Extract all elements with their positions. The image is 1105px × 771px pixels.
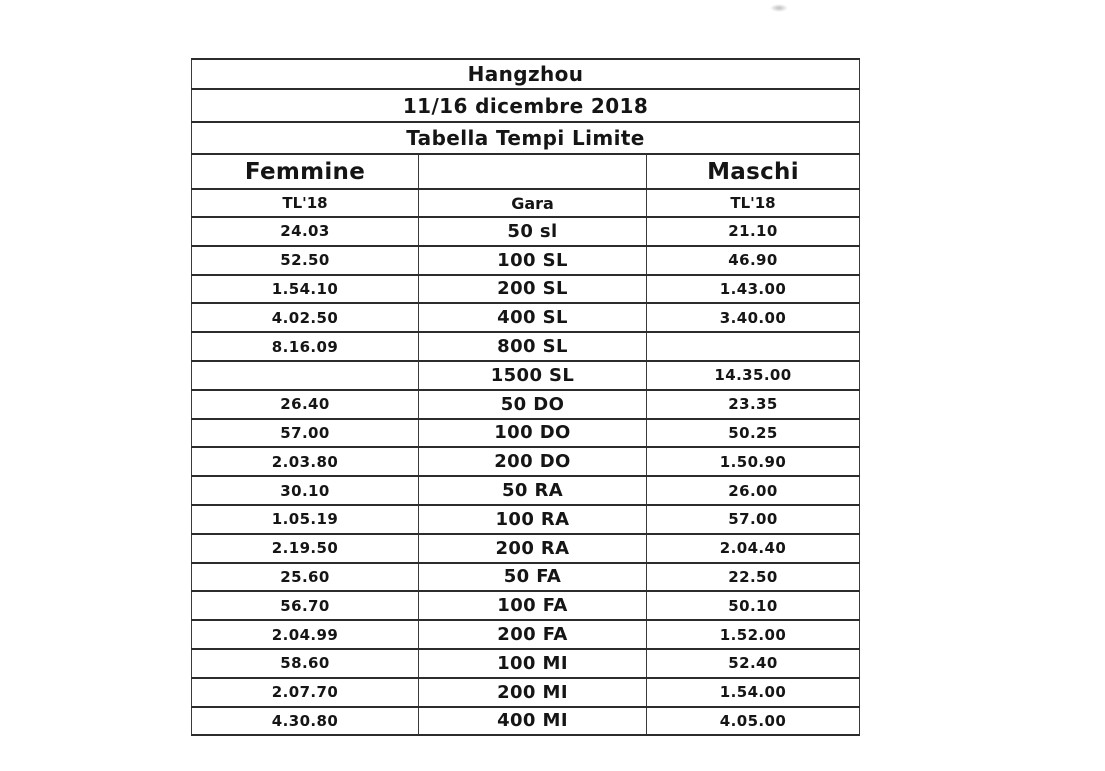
maschi-time-cell: 14.35.00	[646, 359, 860, 391]
table-row: 2.03.80 200 DO 1.50.90	[191, 446, 860, 478]
maschi-time-cell: 22.50	[646, 561, 860, 593]
date-row: 11/16 dicembre 2018	[191, 88, 860, 123]
femmine-time-cell: 25.60	[191, 561, 419, 593]
event-date: 11/16 dicembre 2018	[191, 88, 860, 123]
maschi-time-cell: 52.40	[646, 647, 860, 679]
column-header-row: TL'18 Gara TL'18	[191, 188, 860, 218]
table-row: 26.40 50 DO 23.35	[191, 388, 860, 420]
gara-cell: 200 RA	[418, 532, 647, 564]
femmine-time-cell: 1.05.19	[191, 503, 419, 535]
gara-cell: 400 MI	[418, 705, 647, 737]
gara-cell: 50 sl	[418, 216, 647, 247]
femmine-time-cell: 8.16.09	[191, 331, 419, 362]
gara-cell: 400 SL	[418, 302, 647, 334]
femmine-time-cell: 56.70	[191, 590, 419, 622]
table-row: 25.60 50 FA 22.50	[191, 561, 860, 593]
gara-cell: 100 FA	[418, 590, 647, 622]
limit-rows: 24.03 50 sl 21.10 52.50 100 SL 46.90 1.5…	[191, 216, 860, 737]
maschi-time-cell: 2.04.40	[646, 532, 860, 564]
table-row: 52.50 100 SL 46.90	[191, 244, 860, 276]
maschi-time-cell: 1.54.00	[646, 676, 860, 708]
maschi-group-header: Maschi	[646, 153, 860, 190]
group-header-row: Femmine Maschi	[191, 153, 860, 190]
table-row: 1.54.10 200 SL 1.43.00	[191, 273, 860, 305]
gara-cell: 200 MI	[418, 676, 647, 708]
femmine-time-cell: 52.50	[191, 244, 419, 276]
maschi-time-cell: 1.52.00	[646, 619, 860, 650]
maschi-time-cell: 23.35	[646, 388, 860, 420]
maschi-time-cell: 46.90	[646, 244, 860, 276]
femmine-time-cell: 2.19.50	[191, 532, 419, 564]
femmine-group-header: Femmine	[191, 153, 419, 190]
gara-cell: 50 DO	[418, 388, 647, 420]
gara-cell: 50 RA	[418, 475, 647, 506]
maschi-time-cell	[646, 331, 860, 362]
gara-cell: 100 DO	[418, 417, 647, 449]
gara-group-header-empty	[418, 153, 647, 190]
table-row: 4.02.50 400 SL 3.40.00	[191, 302, 860, 334]
femmine-time-cell: 4.02.50	[191, 302, 419, 334]
gara-cell: 200 SL	[418, 273, 647, 305]
gara-cell: 200 DO	[418, 446, 647, 478]
table-row: 1500 SL 14.35.00	[191, 359, 860, 391]
gara-cell: 800 SL	[418, 331, 647, 362]
table-row: 56.70 100 FA 50.10	[191, 590, 860, 622]
femmine-time-cell: 24.03	[191, 216, 419, 247]
maschi-time-cell: 50.25	[646, 417, 860, 449]
table-subtitle: Tabella Tempi Limite	[191, 121, 860, 155]
maschi-time-cell: 26.00	[646, 475, 860, 506]
maschi-time-cell: 1.43.00	[646, 273, 860, 305]
femmine-time-cell: 57.00	[191, 417, 419, 449]
gara-cell: 200 FA	[418, 619, 647, 650]
table-row: 4.30.80 400 MI 4.05.00	[191, 705, 860, 737]
tempi-limite-table: Hangzhou 11/16 dicembre 2018 Tabella Tem…	[191, 58, 860, 737]
gara-cell: 50 FA	[418, 561, 647, 593]
table-row: 1.05.19 100 RA 57.00	[191, 503, 860, 535]
table-row: 2.04.99 200 FA 1.52.00	[191, 619, 860, 650]
maschi-time-cell: 57.00	[646, 503, 860, 535]
maschi-time-cell: 3.40.00	[646, 302, 860, 334]
maschi-time-cell: 4.05.00	[646, 705, 860, 737]
maschi-time-cell: 1.50.90	[646, 446, 860, 478]
table-row: 57.00 100 DO 50.25	[191, 417, 860, 449]
title-row: Hangzhou	[191, 58, 860, 90]
maschi-tl18-header: TL'18	[646, 188, 860, 218]
table-row: 24.03 50 sl 21.10	[191, 216, 860, 247]
femmine-tl18-header: TL'18	[191, 188, 419, 218]
femmine-time-cell: 1.54.10	[191, 273, 419, 305]
femmine-time-cell: 2.03.80	[191, 446, 419, 478]
maschi-time-cell: 21.10	[646, 216, 860, 247]
gara-cell: 100 RA	[418, 503, 647, 535]
gara-cell: 100 MI	[418, 647, 647, 679]
gara-cell: 100 SL	[418, 244, 647, 276]
femmine-time-cell: 2.04.99	[191, 619, 419, 650]
femmine-time-cell	[191, 359, 419, 391]
femmine-time-cell: 58.60	[191, 647, 419, 679]
table-row: 58.60 100 MI 52.40	[191, 647, 860, 679]
femmine-time-cell: 26.40	[191, 388, 419, 420]
femmine-time-cell: 2.07.70	[191, 676, 419, 708]
table-row: 2.07.70 200 MI 1.54.00	[191, 676, 860, 708]
subtitle-row: Tabella Tempi Limite	[191, 121, 860, 155]
event-title: Hangzhou	[191, 58, 860, 90]
gara-header: Gara	[418, 188, 647, 218]
femmine-time-cell: 30.10	[191, 475, 419, 506]
scan-artifact-smudge	[770, 4, 788, 12]
table-row: 30.10 50 RA 26.00	[191, 475, 860, 506]
gara-cell: 1500 SL	[418, 359, 647, 391]
table-row: 8.16.09 800 SL	[191, 331, 860, 362]
table-row: 2.19.50 200 RA 2.04.40	[191, 532, 860, 564]
femmine-time-cell: 4.30.80	[191, 705, 419, 737]
maschi-time-cell: 50.10	[646, 590, 860, 622]
